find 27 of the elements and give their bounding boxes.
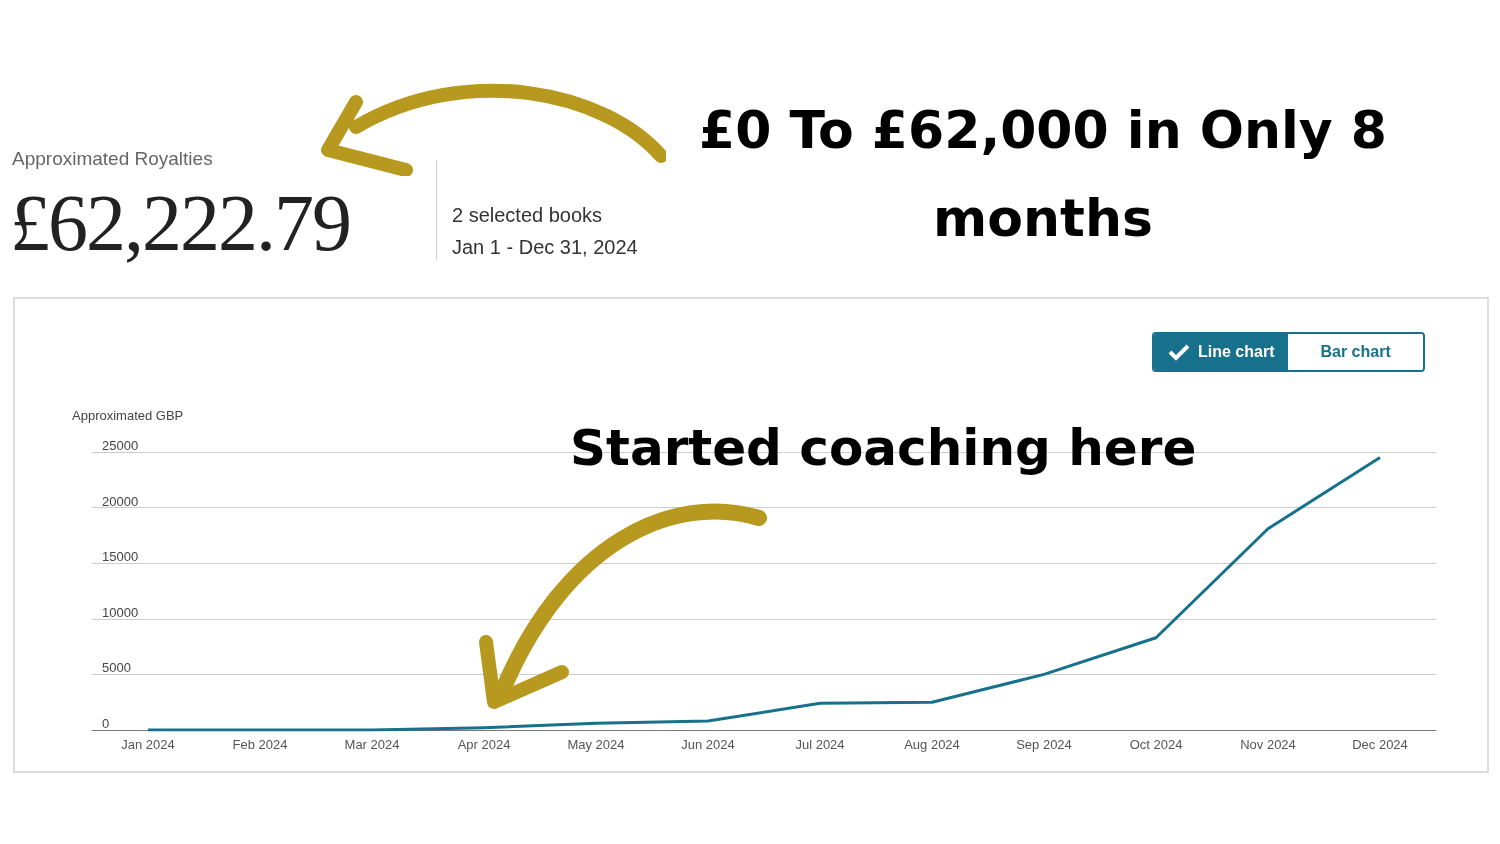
y-tick-label: 20000: [102, 493, 139, 509]
y-tick-label: 25000: [102, 438, 139, 453]
x-tick-label: Dec 2024: [1352, 737, 1408, 752]
x-tick-label: Nov 2024: [1240, 737, 1296, 752]
y-tick-label: 0: [102, 716, 110, 731]
text: Jan 1 - Dec 31, 2024: [452, 236, 638, 259]
y-tick-label: 5000: [102, 660, 131, 676]
x-tick-label: Jul 2024: [795, 737, 845, 752]
annotation: Started coaching here: [570, 419, 1197, 477]
x-tick-label: Sep 2024: [1016, 737, 1072, 752]
x-tick-label: Mar 2024: [344, 737, 400, 752]
text: 2 selected books: [452, 204, 603, 227]
x-tick-label: Oct 2024: [1129, 737, 1183, 752]
x-tick-label: Jan 2024: [121, 737, 175, 752]
y-tick-label: 15000: [102, 549, 139, 565]
x-tick-label: Apr 2024: [457, 737, 511, 752]
text: Bar chart: [1288, 334, 1423, 370]
text: Line chart: [1198, 343, 1275, 361]
y-tick-label: 10000: [102, 604, 139, 620]
text: £62,222.79: [10, 178, 350, 269]
x-tick-label: Aug 2024: [904, 737, 960, 752]
y-axis-title: Approximated GBP: [72, 408, 184, 423]
chart-title: £0 To £62,000 in Only 8 months: [698, 99, 1388, 250]
x-tick-label: Jun 2024: [681, 737, 735, 752]
text: Approximated Royalties: [12, 148, 213, 170]
x-tick-label: May 2024: [567, 737, 625, 752]
x-tick-label: Feb 2024: [232, 737, 288, 752]
